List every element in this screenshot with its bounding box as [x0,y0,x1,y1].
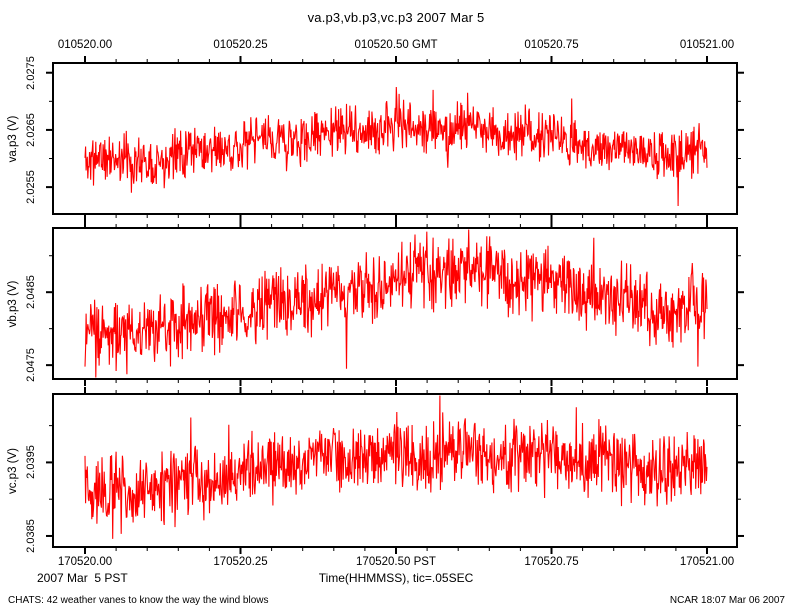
top-axis-tick-label: 010521.00 [679,39,735,51]
bottom-axis-tick-label: 170521.00 [679,556,735,568]
trace-va.p3 [84,86,708,207]
trace-vb.p3 [84,229,708,378]
time-axis-caption: Time(HHMMSS), tic=.05SEC [318,571,474,585]
trace-vc.p3 [84,395,708,539]
date-caption: 2007 Mar 5 PST [37,571,128,585]
panel-box-vb.p3 [52,227,738,380]
panel-box-vc.p3 [52,393,738,548]
footer-project-caption: CHATS: 42 weather vanes to know the way … [8,595,269,606]
panel-box-va.p3 [52,62,738,215]
bottom-axis-tick-label: 170520.50 PST [356,556,436,568]
bottom-axis-tick-label: 170520.75 [524,556,579,568]
top-axis-tick-label: 010520.25 [213,39,268,51]
bottom-axis-tick-label: 170520.25 [213,556,268,568]
top-axis-tick-label: 010520.75 [524,39,579,51]
top-axis-tick-label: 010520.50 GMT [354,39,438,51]
top-axis-tick-label: 010520.00 [57,39,113,51]
footer-ncar-timestamp: NCAR 18:07 Mar 06 2007 [669,595,785,606]
bottom-axis-tick-label: 170520.00 [57,556,113,568]
page-title: va.p3,vb.p3,vc.p3 2007 Mar 5 [307,10,485,25]
